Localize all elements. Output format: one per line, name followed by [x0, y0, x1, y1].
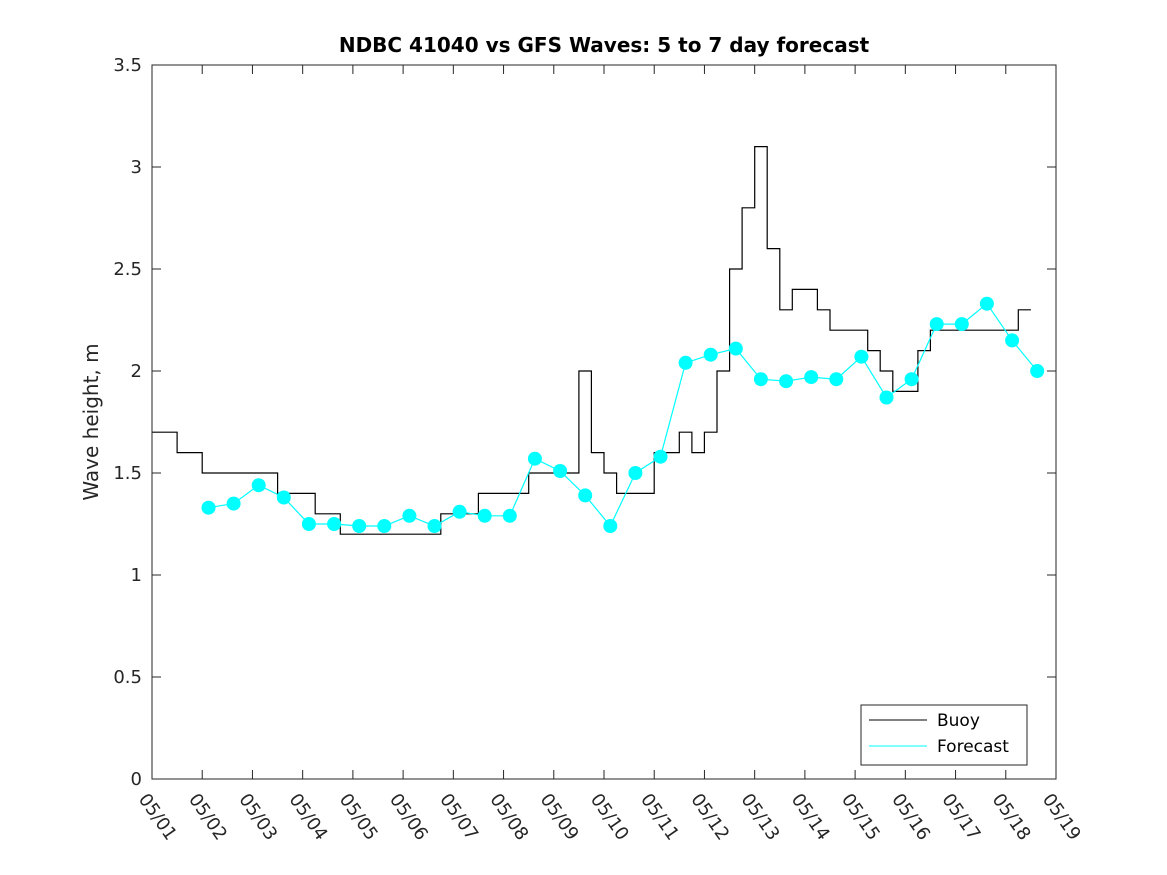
forecast-point [1030, 364, 1045, 378]
forecast-point [377, 519, 392, 533]
forecast-point [779, 374, 794, 389]
forecast-point [854, 349, 869, 364]
x-tick-label: 05/07 [435, 790, 482, 845]
y-tick-label: 2 [131, 361, 142, 382]
y-tick-label: 1.5 [113, 463, 142, 484]
forecast-point [1005, 333, 1020, 348]
forecast-point [251, 478, 266, 493]
y-axis: 0 0.5 1 1.5 2 2.5 3 3.5 [113, 55, 1056, 790]
forecast-point [678, 355, 693, 370]
series-line-buoy [152, 146, 1031, 535]
forecast-point [553, 464, 568, 478]
forecast-point [276, 490, 291, 505]
x-tick-label: 05/04 [285, 790, 332, 845]
y-tick-label: 0.5 [113, 667, 142, 688]
forecast-point [979, 296, 994, 311]
forecast-point [879, 390, 894, 405]
x-tick-label: 05/19 [1038, 790, 1085, 845]
x-tick-label: 05/14 [787, 790, 834, 845]
forecast-point [728, 341, 743, 356]
forecast-point [904, 372, 919, 387]
forecast-point [402, 508, 417, 523]
plot-area-frame [151, 64, 1057, 780]
forecast-point [578, 488, 593, 503]
forecast-point [954, 317, 969, 332]
forecast-point [653, 449, 668, 464]
x-tick-label: 05/16 [887, 790, 934, 845]
forecast-point [603, 519, 618, 533]
forecast-markers [201, 296, 1045, 533]
x-tick-label: 05/02 [184, 790, 231, 845]
y-axis-label: Wave height, m [79, 343, 103, 500]
forecast-point [929, 317, 944, 332]
forecast-point [226, 496, 241, 511]
forecast-point [502, 508, 517, 523]
forecast-point [327, 517, 342, 531]
forecast-point [527, 451, 542, 466]
x-tick-label: 05/11 [636, 790, 683, 845]
y-tick-label: 1 [131, 565, 142, 586]
x-tick-label: 05/05 [335, 790, 382, 845]
forecast-point [427, 519, 442, 533]
y-tick-label: 3 [131, 157, 142, 178]
forecast-point [201, 500, 216, 515]
y-tick-label: 0 [131, 769, 142, 790]
x-tick-label: 05/12 [686, 790, 733, 845]
x-tick-label: 05/03 [234, 790, 281, 845]
x-tick-label: 05/08 [485, 790, 532, 845]
x-tick-label: 05/06 [385, 790, 432, 845]
x-tick-label: 05/15 [837, 790, 884, 845]
x-tick-label: 05/01 [134, 790, 181, 845]
forecast-point [301, 517, 316, 531]
y-tick-label: 2.5 [113, 259, 142, 280]
legend-buoy-label: Buoy [937, 711, 980, 731]
forecast-point [703, 347, 718, 362]
forecast-point [352, 519, 367, 533]
legend-box [860, 704, 1028, 766]
forecast-point [829, 372, 844, 387]
x-tick-label: 05/18 [988, 790, 1035, 845]
chart-title: NDBC 41040 vs GFS Waves: 5 to 7 day fore… [339, 33, 870, 57]
x-tick-label: 05/17 [937, 790, 984, 845]
forecast-point [628, 466, 643, 480]
forecast-point [452, 504, 467, 519]
series-line-forecast [208, 302, 1038, 528]
forecast-point [804, 370, 819, 385]
forecast-point [477, 508, 492, 523]
x-tick-label: 05/13 [737, 790, 784, 845]
legend-forecast-label: Forecast [937, 737, 1009, 757]
x-tick-label: 05/09 [536, 790, 583, 845]
y-tick-label: 3.5 [113, 55, 142, 76]
forecast-point [753, 372, 768, 387]
plot-lines [152, 146, 1038, 535]
x-tick-label: 05/10 [586, 790, 633, 845]
legend: Buoy Forecast [860, 704, 1028, 766]
